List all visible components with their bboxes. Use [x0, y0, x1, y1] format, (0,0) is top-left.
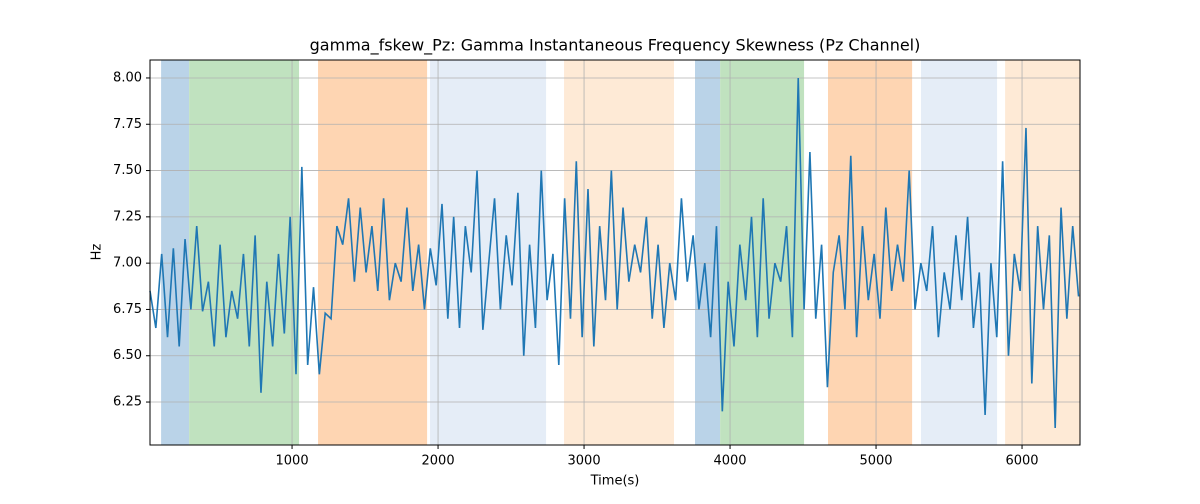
- shaded-span: [695, 60, 721, 445]
- x-axis-label: Time(s): [590, 474, 640, 489]
- y-tick-label: 6.50: [113, 348, 142, 363]
- shaded-span: [189, 60, 300, 445]
- y-tick-label: 8.00: [113, 70, 142, 85]
- y-tick-label: 6.75: [113, 302, 142, 317]
- y-tick-label: 7.75: [113, 117, 142, 132]
- y-tick-label: 6.25: [113, 395, 142, 410]
- shaded-span: [1005, 60, 1080, 445]
- shaded-span: [720, 60, 805, 445]
- plot-frame: [149, 59, 1081, 446]
- x-tick-label: 2000: [422, 454, 455, 469]
- x-tick-label: 5000: [859, 454, 892, 469]
- y-tick-label: 7.00: [113, 256, 142, 271]
- y-tick-label: 7.50: [113, 163, 142, 178]
- data-line: [149, 77, 1080, 428]
- chart-title: gamma_fskew_Pz: Gamma Instantaneous Freq…: [310, 36, 921, 56]
- x-tick-label: 3000: [568, 454, 601, 469]
- y-axis-label: Hz: [90, 244, 105, 261]
- x-tick-label: 6000: [1005, 454, 1038, 469]
- x-tick-label: 4000: [713, 454, 746, 469]
- x-tick-label: 1000: [276, 454, 309, 469]
- y-tick-label: 7.25: [113, 209, 142, 224]
